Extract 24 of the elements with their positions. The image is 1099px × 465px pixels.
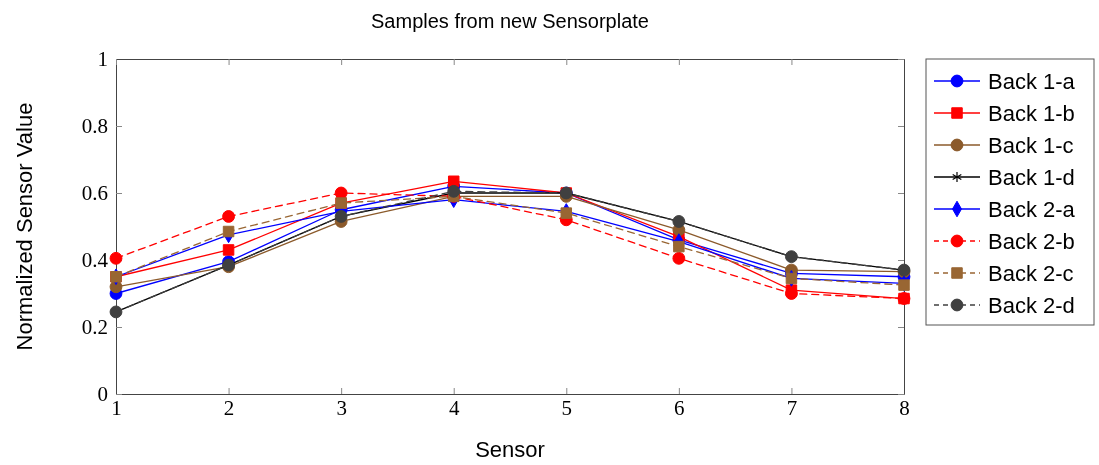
legend-label: Back 2-d xyxy=(988,293,1075,318)
x-tick-label: 2 xyxy=(223,395,235,420)
x-axis-title: Sensor xyxy=(475,437,545,462)
y-tick-label: 1 xyxy=(97,47,108,72)
legend-label: Back 2-a xyxy=(988,197,1076,222)
legend-label: Back 1-a xyxy=(988,69,1076,94)
x-tick-label: 6 xyxy=(674,395,685,420)
y-tick-label: 0.6 xyxy=(81,181,108,206)
chart-title: Samples from new Sensorplate xyxy=(371,10,649,32)
x-tick-label: 3 xyxy=(336,395,347,420)
legend-label: Back 1-c xyxy=(988,133,1074,158)
x-tick-label: 5 xyxy=(561,395,573,420)
y-tick-label: 0 xyxy=(97,382,108,407)
legend-label: Back 1-b xyxy=(988,101,1075,126)
x-tick-label: 4 xyxy=(448,395,460,420)
legend-label: Back 1-d xyxy=(988,165,1075,190)
legend-label: Back 2-b xyxy=(988,229,1075,254)
x-tick-label: 7 xyxy=(786,395,798,420)
y-tick-label: 0.4 xyxy=(81,248,109,273)
x-tick-label: 8 xyxy=(899,395,910,420)
y-tick-label: 0.8 xyxy=(81,114,108,139)
legend-label: Back 2-c xyxy=(988,261,1074,286)
y-tick-label: 0.2 xyxy=(81,315,108,340)
y-axis-title: Normalized Sensor Value xyxy=(12,102,37,351)
